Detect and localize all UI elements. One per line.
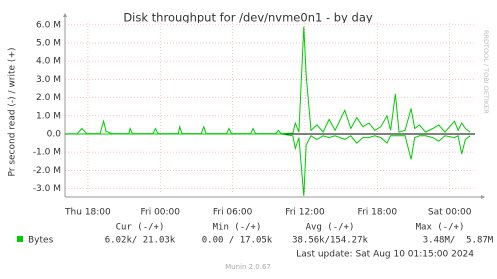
data-line — [66, 133, 471, 196]
legend-header: Max (-/+) — [416, 223, 465, 233]
legend-cell: 0.00 / 17.05k — [202, 236, 273, 246]
y-tick-label: -3.0 M — [33, 184, 61, 194]
watermark: RRDTOOL / TOBI OETIKER — [482, 30, 490, 114]
footer: Munin 2.0.67 — [225, 263, 271, 271]
plot-area — [65, 23, 475, 194]
x-tick-label: Thu 18:00 — [64, 208, 111, 218]
y-tick-label: 1.0 M — [36, 111, 61, 121]
legend-header: Cur (-/+) — [116, 223, 165, 233]
legend-label: Bytes — [28, 236, 54, 246]
y-tick-label: 6.0 M — [36, 20, 61, 30]
x-tick-label: Fri 06:00 — [213, 208, 253, 218]
x-tick-label: Fri 00:00 — [140, 208, 180, 218]
y-tick-label: 3.0 M — [36, 75, 61, 85]
legend-swatch — [17, 236, 23, 242]
x-tick-label: Sat 00:00 — [428, 208, 472, 218]
chart-title: Disk throughput for /dev/nvme0n1 - by da… — [123, 11, 373, 25]
x-tick-label: Fri 12:00 — [285, 208, 325, 218]
legend-cell: 38.56k/154.27k — [292, 236, 368, 246]
y-axis-label: Pr second read (-) / write (+) — [8, 48, 18, 177]
legend-cell: 3.48M/ 5.87M — [423, 236, 494, 246]
y-tick-label: 0.0 — [47, 129, 62, 139]
y-tick-label: 2.0 M — [36, 93, 61, 103]
legend-cell: 6.02k/ 21.03k — [105, 236, 176, 246]
legend-header: Avg (-/+) — [306, 223, 355, 233]
y-tick-label: -1.0 M — [33, 148, 61, 158]
y-tick-label: 4.0 M — [36, 57, 61, 67]
x-tick-label: Fri 18:00 — [358, 208, 398, 218]
axis-arrow — [63, 13, 67, 17]
legend-header: Min (-/+) — [213, 223, 262, 233]
axis-arrow — [481, 195, 485, 199]
last-update: Last update: Sat Aug 10 01:15:00 2024 — [296, 250, 474, 260]
y-tick-label: -2.0 M — [33, 166, 61, 176]
y-tick-label: 5.0 M — [36, 39, 61, 49]
